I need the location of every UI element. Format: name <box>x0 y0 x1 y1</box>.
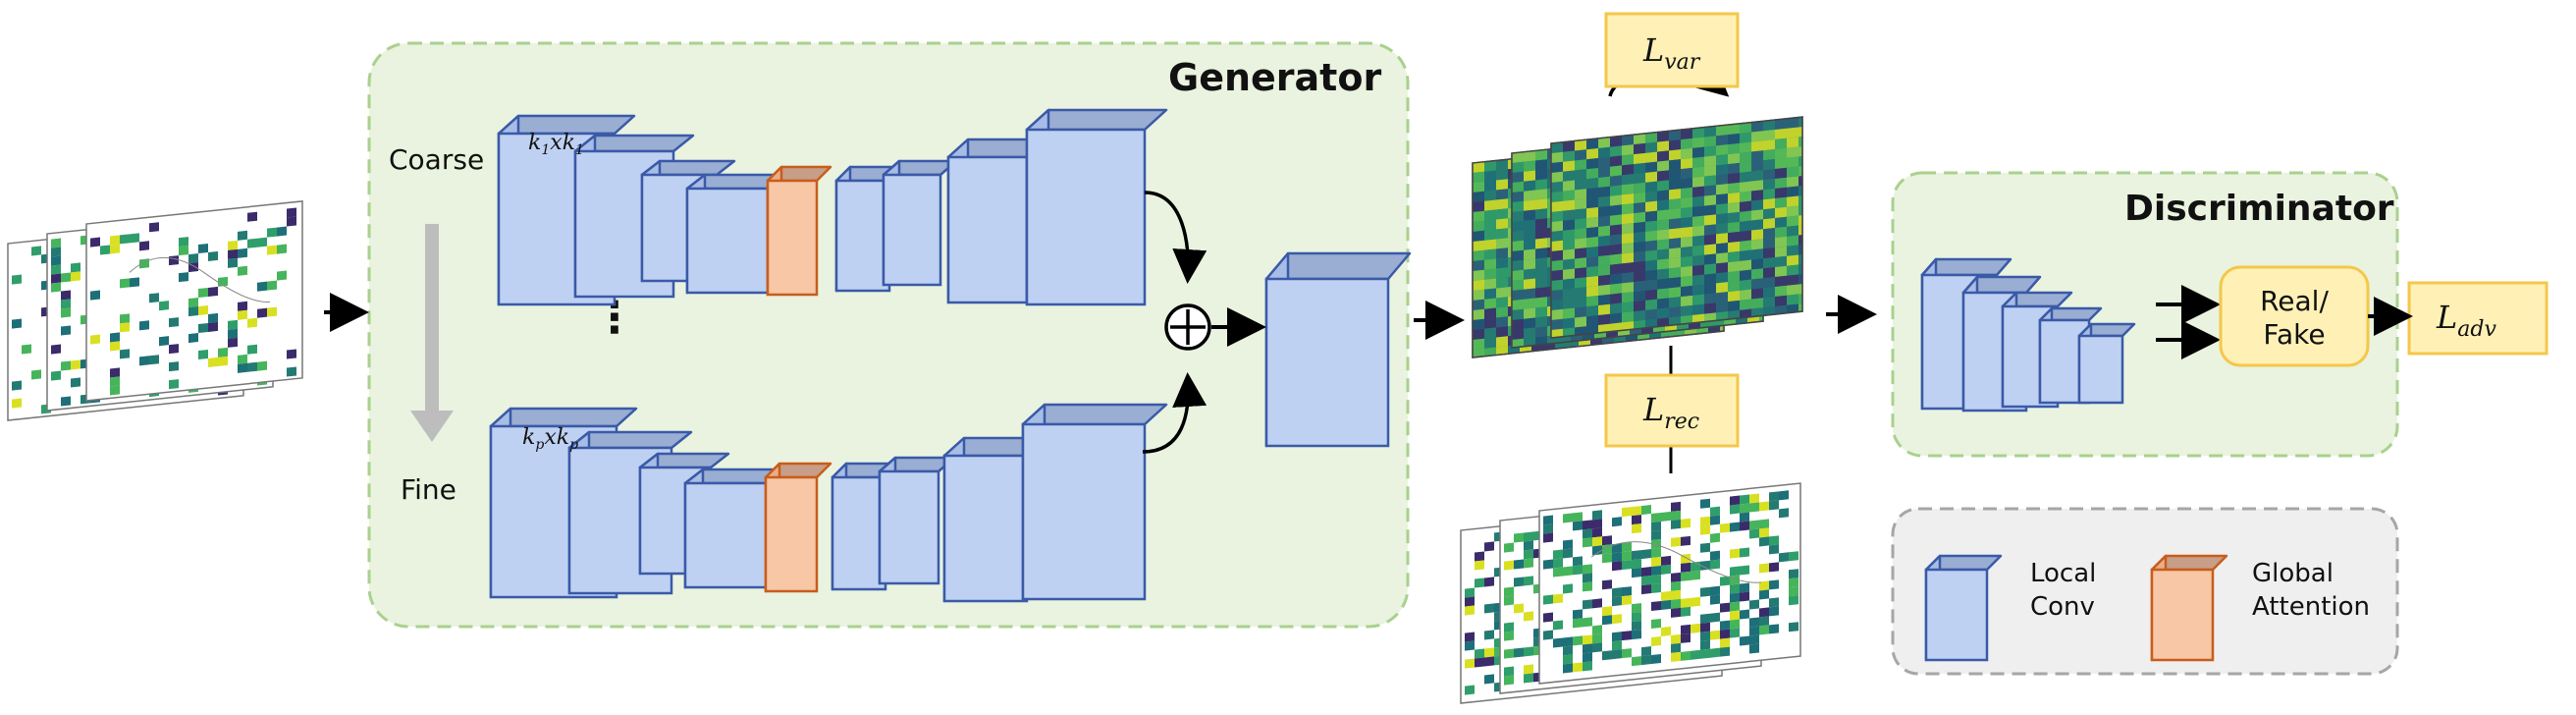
fine-scale-blocks <box>489 403 1168 603</box>
svg-text:Fake: Fake <box>2263 318 2325 351</box>
discriminator-title: Discriminator <box>2124 189 2394 229</box>
svg-text:Real/: Real/ <box>2260 285 2329 317</box>
legend-local-conv-swatch <box>1924 554 2003 662</box>
fine-attention-block <box>764 462 832 593</box>
fine-to-sum-arrow <box>1142 372 1208 454</box>
merged-output-block <box>1264 251 1412 448</box>
fine-conv-block-7 <box>878 456 956 585</box>
legend-panel <box>1891 507 2399 676</box>
coarse-conv-block-4 <box>685 173 787 295</box>
coarse-scale-blocks <box>497 108 1168 306</box>
legend-local-label-2: Conv <box>2030 592 2095 622</box>
coarse-conv-block-9 <box>1025 108 1168 306</box>
real-fake-box: Real/ Fake <box>2219 265 2370 367</box>
legend-global-label-1: Global <box>2252 559 2334 588</box>
discriminator-blocks <box>1920 257 2136 412</box>
sum-symbol <box>1164 303 1211 351</box>
coarse-label: Coarse <box>389 143 484 176</box>
output-map-layer-3 <box>1550 116 1803 339</box>
fine-conv-block-9 <box>1021 403 1168 601</box>
svg-text:Lvar: Lvar <box>1642 31 1701 75</box>
input-map-3 <box>85 200 303 402</box>
merge-conv-block <box>1264 251 1412 448</box>
loss-rec-box: Lrec <box>1604 373 1740 448</box>
legend-local-label-1: Local <box>2030 559 2096 588</box>
fine-conv-block-8 <box>942 436 1048 603</box>
coarse-conv-block-8 <box>946 138 1048 304</box>
legend-global-label-2: Attention <box>2252 592 2370 622</box>
target-map-layer-3 <box>1538 482 1801 685</box>
coarse-attention-block <box>766 165 832 297</box>
kernel-label-fine: kpxkp <box>522 425 578 453</box>
target-map-3 <box>1538 482 1801 685</box>
coarse-to-sum-arrow <box>1144 191 1208 284</box>
fine-conv-block-6 <box>831 462 901 591</box>
target-sparse-maps <box>1460 482 1801 704</box>
legend-global-attention-swatch <box>2150 554 2228 662</box>
input-map-layer-3 <box>85 200 303 402</box>
fine-label: Fine <box>401 473 456 506</box>
kernel-label-coarse: k1xk1 <box>528 131 584 158</box>
discriminator-conv-block-1 <box>1920 257 2012 411</box>
svg-text:Lrec: Lrec <box>1642 391 1699 434</box>
legend-swatches <box>1924 554 2228 662</box>
loss-adv-box: Ladv <box>2407 281 2549 356</box>
generator-title: Generator <box>1168 56 1381 99</box>
svg-text:Ladv: Ladv <box>2436 299 2496 342</box>
input-sparse-maps <box>7 200 303 421</box>
discriminator-conv-block-5 <box>2077 322 2136 405</box>
output-map-3 <box>1550 116 1803 339</box>
coarse-to-fine-arrowhead <box>410 411 454 442</box>
loss-var-box: Lvar <box>1604 12 1740 88</box>
generated-dense-maps <box>1472 116 1803 358</box>
coarse-conv-block-7 <box>882 159 958 287</box>
